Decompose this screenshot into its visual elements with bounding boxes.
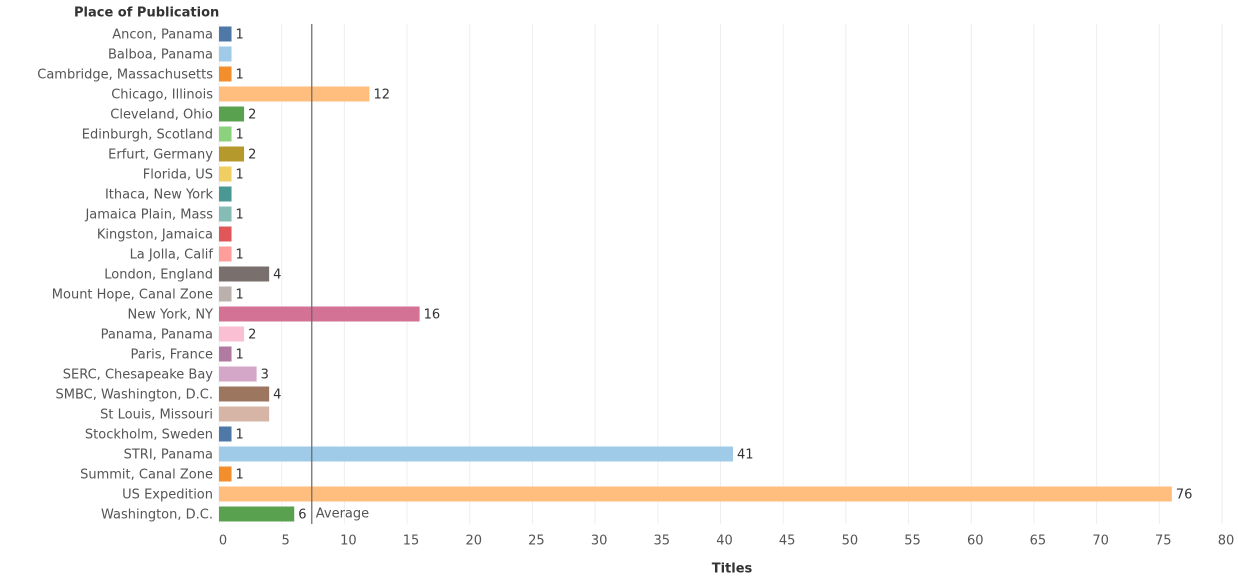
data-label: 4 bbox=[273, 268, 281, 283]
y-tick-label: Kingston, Jamaica bbox=[97, 228, 213, 243]
data-label: 16 bbox=[424, 308, 441, 323]
y-tick-label: La Jolla, Calif bbox=[130, 248, 214, 263]
y-tick-label: London, England bbox=[104, 268, 213, 283]
data-label: 1 bbox=[236, 208, 244, 223]
bar bbox=[219, 126, 232, 142]
bar bbox=[219, 266, 270, 282]
data-label: 1 bbox=[236, 128, 244, 143]
data-label: 1 bbox=[236, 248, 244, 263]
bar bbox=[219, 426, 232, 442]
data-label: 2 bbox=[248, 148, 256, 163]
data-label: 1 bbox=[236, 468, 244, 483]
x-tick-label: 60 bbox=[967, 534, 984, 549]
y-tick-label: Erfurt, Germany bbox=[108, 148, 213, 163]
x-tick-label: 35 bbox=[654, 534, 671, 549]
y-tick-label: Summit, Canal Zone bbox=[80, 468, 213, 483]
x-tick-label: 0 bbox=[219, 534, 227, 549]
y-tick-label: SMBC, Washington, D.C. bbox=[55, 388, 213, 403]
bar bbox=[219, 106, 245, 122]
y-tick-label: Panama, Panama bbox=[101, 328, 213, 343]
y-tick-label: Ancon, Panama bbox=[112, 28, 213, 43]
bar bbox=[219, 46, 232, 62]
x-tick-label: 30 bbox=[591, 534, 608, 549]
bar bbox=[219, 246, 232, 262]
x-tick-label: 75 bbox=[1155, 534, 1172, 549]
x-tick-label: 65 bbox=[1030, 534, 1047, 549]
y-tick-label: New York, NY bbox=[128, 308, 214, 323]
y-tick-label: Chicago, Illinois bbox=[111, 88, 213, 103]
data-label: 1 bbox=[236, 348, 244, 363]
x-tick-label: 70 bbox=[1092, 534, 1109, 549]
x-tick-label: 55 bbox=[904, 534, 921, 549]
data-label: 1 bbox=[236, 68, 244, 83]
x-tick-label: 5 bbox=[282, 534, 290, 549]
data-label: 1 bbox=[236, 428, 244, 443]
data-label: 6 bbox=[298, 508, 306, 523]
y-tick-label: Washington, D.C. bbox=[101, 508, 213, 523]
y-tick-label: STRI, Panama bbox=[124, 448, 213, 463]
y-tick-label: Edinburgh, Scotland bbox=[82, 128, 213, 143]
x-tick-label: 45 bbox=[779, 534, 796, 549]
bar bbox=[219, 226, 232, 242]
bar bbox=[219, 346, 232, 362]
bar bbox=[219, 366, 257, 382]
data-label: 1 bbox=[236, 168, 244, 183]
data-label: 12 bbox=[373, 88, 390, 103]
data-label: 3 bbox=[261, 368, 269, 383]
y-tick-label: Jamaica Plain, Mass bbox=[84, 208, 213, 223]
y-tick-label: Ithaca, New York bbox=[105, 188, 214, 203]
bar bbox=[219, 186, 232, 202]
y-tick-label: Paris, France bbox=[131, 348, 213, 363]
y-tick-label: St Louis, Missouri bbox=[100, 408, 213, 423]
bar bbox=[219, 66, 232, 82]
bar bbox=[219, 506, 295, 522]
x-tick-label: 50 bbox=[842, 534, 859, 549]
y-tick-label: Cleveland, Ohio bbox=[110, 108, 213, 123]
x-axis-title: Titles bbox=[712, 562, 753, 577]
bar bbox=[219, 306, 420, 322]
bar bbox=[219, 406, 270, 422]
data-label: 1 bbox=[236, 28, 244, 43]
y-tick-label: SERC, Chesapeake Bay bbox=[63, 368, 214, 383]
y-tick-label: Mount Hope, Canal Zone bbox=[52, 288, 213, 303]
x-tick-label: 20 bbox=[465, 534, 482, 549]
data-label: 2 bbox=[248, 328, 256, 343]
y-axis-title: Place of Publication bbox=[74, 6, 219, 21]
x-tick-label: 25 bbox=[528, 534, 545, 549]
bar bbox=[219, 166, 232, 182]
y-tick-label: Stockholm, Sweden bbox=[85, 428, 213, 443]
x-tick-label: 80 bbox=[1218, 534, 1235, 549]
data-label: 1 bbox=[236, 288, 244, 303]
y-tick-label: Balboa, Panama bbox=[108, 48, 213, 63]
y-tick-label: US Expedition bbox=[122, 488, 213, 503]
x-tick-label: 10 bbox=[340, 534, 357, 549]
y-tick-label: Cambridge, Massachusetts bbox=[37, 68, 213, 83]
bar bbox=[219, 286, 232, 302]
bar bbox=[219, 446, 734, 462]
y-tick-label: Florida, US bbox=[143, 168, 213, 183]
bar bbox=[219, 26, 232, 42]
data-label: 4 bbox=[273, 388, 281, 403]
bar bbox=[219, 86, 370, 102]
data-label: 2 bbox=[248, 108, 256, 123]
bar bbox=[219, 206, 232, 222]
data-label: 76 bbox=[1176, 488, 1193, 503]
bar bbox=[219, 326, 245, 342]
bar bbox=[219, 146, 245, 162]
reference-label: Average bbox=[316, 507, 369, 522]
bar bbox=[219, 466, 232, 482]
data-label: 41 bbox=[737, 448, 754, 463]
bar bbox=[219, 386, 270, 402]
x-tick-label: 15 bbox=[403, 534, 420, 549]
x-tick-label: 40 bbox=[716, 534, 733, 549]
bar bbox=[219, 486, 1172, 502]
